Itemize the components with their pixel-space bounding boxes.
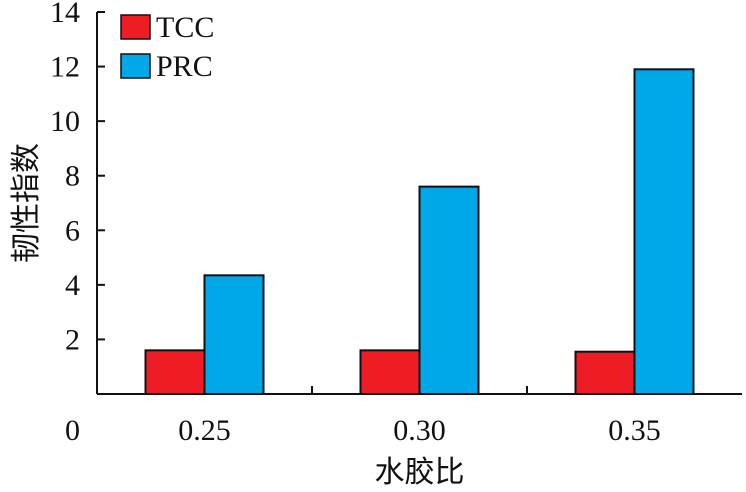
legend: TCC PRC — [120, 11, 214, 83]
legend-label-prc: PRC — [156, 50, 213, 83]
x-ticks: 0.25 0.30 0.35 — [178, 386, 661, 447]
legend-swatch-prc — [120, 53, 151, 79]
x-tick-label: 0.30 — [393, 414, 446, 447]
bar-tcc-0.25 — [144, 349, 206, 396]
y-tick-label: 4 — [65, 269, 80, 302]
bar-prc-0.25 — [203, 274, 265, 395]
x-axis-title: 水胶比 — [375, 456, 465, 489]
y-ticks: 0 2 4 6 8 10 12 14 — [50, 0, 105, 447]
y-tick-label: 0 — [65, 414, 80, 447]
y-tick-label: 2 — [65, 323, 80, 356]
x-tick-label: 0.35 — [608, 414, 661, 447]
bar-prc-0.35 — [633, 68, 695, 396]
legend-label-tcc: TCC — [156, 11, 214, 44]
legend-swatch-tcc — [120, 14, 151, 40]
y-tick-label: 10 — [50, 105, 80, 138]
y-tick-label: 6 — [65, 214, 80, 247]
y-tick-label: 14 — [50, 0, 80, 29]
bar-tcc-0.30 — [359, 349, 421, 396]
y-tick-label: 12 — [50, 51, 80, 84]
bars — [144, 68, 695, 396]
bar-tcc-0.35 — [574, 350, 636, 396]
x-tick-label: 0.25 — [178, 414, 231, 447]
y-axis-title: 韧性指数 — [10, 143, 43, 263]
bar-prc-0.30 — [418, 185, 480, 395]
y-tick-label: 8 — [65, 160, 80, 193]
